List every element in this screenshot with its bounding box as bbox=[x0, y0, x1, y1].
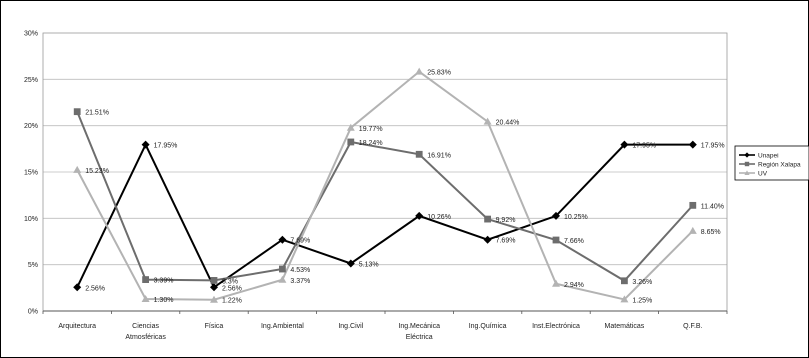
data-label: 20.44% bbox=[496, 120, 520, 127]
legend-label: UV bbox=[758, 170, 768, 177]
y-tick-label: 30% bbox=[24, 31, 38, 38]
series-marker bbox=[279, 265, 286, 273]
series-marker bbox=[347, 138, 355, 146]
data-label: 5.13% bbox=[359, 261, 379, 268]
x-category-label: Ing.Ambiental bbox=[261, 323, 304, 330]
series-marker bbox=[415, 150, 423, 158]
data-label: 2.94% bbox=[564, 282, 584, 289]
legend-label: Unapei bbox=[758, 152, 779, 159]
data-label: 11.40% bbox=[701, 203, 724, 210]
series-marker bbox=[73, 108, 81, 116]
series-marker bbox=[210, 283, 218, 292]
y-tick-label: 5% bbox=[28, 262, 38, 269]
x-category-label: Inst.Electrónica bbox=[532, 323, 580, 330]
series-marker bbox=[346, 259, 355, 268]
data-labels: 2.56% 17.95% 2.56% 7.69% 5.13% 10.26% 7.69% 10.… bbox=[85, 70, 724, 305]
series-marker bbox=[210, 277, 218, 284]
y-tick-label: 10% bbox=[24, 216, 38, 223]
data-label: 4.53% bbox=[290, 267, 310, 274]
data-label: 3.26% bbox=[632, 279, 652, 286]
series-marker bbox=[621, 277, 628, 285]
y-tick-label: 15% bbox=[24, 170, 38, 177]
series-marker bbox=[141, 140, 150, 149]
series-marker bbox=[552, 279, 560, 287]
data-label: 17.95% bbox=[701, 143, 725, 150]
x-category-label: Ing.Química bbox=[469, 323, 507, 330]
x-category-label: Atmosféricas bbox=[125, 334, 166, 341]
x-category-label: Ciencias bbox=[132, 323, 159, 330]
data-label: 1.22% bbox=[222, 298, 242, 305]
axes: 0% 5% 10% 15% 20% 25% 30% Arquitectura Ciencias A… bbox=[24, 31, 728, 341]
series-line-1 bbox=[76, 111, 694, 283]
series-marker bbox=[744, 152, 750, 158]
grid-lines bbox=[43, 78, 727, 266]
series-marker bbox=[415, 67, 424, 75]
series-marker bbox=[142, 276, 149, 283]
series-marker bbox=[278, 275, 287, 283]
series-marker bbox=[620, 140, 629, 149]
data-label: 1.25% bbox=[632, 297, 652, 304]
series-marker bbox=[744, 161, 750, 167]
data-label: 3.39% bbox=[154, 278, 174, 285]
series-marker bbox=[346, 123, 355, 131]
data-label: 17.95% bbox=[632, 143, 656, 150]
series-marker bbox=[689, 201, 697, 209]
data-label: 25.83% bbox=[427, 70, 451, 77]
series-marker bbox=[688, 140, 697, 149]
legend: Unapei Región Xalapa UV bbox=[734, 145, 809, 181]
data-label: 3.37% bbox=[290, 278, 310, 285]
x-category-label: Arquitectura bbox=[58, 323, 96, 330]
series-marker bbox=[483, 235, 492, 244]
data-label: 21.51% bbox=[85, 110, 109, 117]
data-label: 19.77% bbox=[359, 126, 383, 133]
data-label: 3.3% bbox=[222, 278, 238, 285]
series-marker bbox=[278, 235, 287, 244]
data-label: 15.23% bbox=[85, 168, 109, 175]
series-marker bbox=[620, 295, 629, 303]
x-category-label: Física bbox=[205, 323, 224, 330]
series-marker bbox=[484, 215, 491, 223]
series-line-2 bbox=[76, 70, 694, 301]
series-marker bbox=[73, 165, 82, 173]
series-markers bbox=[73, 67, 697, 303]
x-category-label: Ing.Mecánica bbox=[398, 323, 440, 330]
data-label: 10.26% bbox=[427, 214, 451, 221]
data-label: 2.56% bbox=[222, 285, 242, 292]
y-tick-label: 25% bbox=[24, 77, 38, 84]
x-category-label: Q.F.B. bbox=[683, 323, 703, 330]
x-category-label: Ing.Civil bbox=[338, 323, 363, 330]
data-label: 7.69% bbox=[496, 238, 516, 245]
series-marker bbox=[483, 117, 492, 125]
series-marker bbox=[415, 211, 424, 220]
series-marker bbox=[688, 226, 697, 234]
series-marker bbox=[552, 211, 560, 220]
data-label: 17.95% bbox=[154, 143, 178, 150]
series-marker bbox=[73, 283, 82, 292]
data-label: 18.24% bbox=[359, 140, 383, 147]
data-label: 16.91% bbox=[427, 152, 451, 159]
data-label: 10.25% bbox=[564, 214, 588, 221]
data-label: 7.66% bbox=[564, 238, 584, 245]
x-category-label: Eléctrica bbox=[406, 334, 433, 341]
series-line-0 bbox=[76, 142, 693, 289]
y-tick-label: 20% bbox=[24, 123, 38, 130]
data-label: 2.56% bbox=[85, 285, 105, 292]
series-lines bbox=[76, 70, 694, 301]
data-label: 7.69% bbox=[290, 238, 310, 245]
data-label: 9.92% bbox=[496, 217, 516, 224]
series-marker bbox=[210, 295, 218, 303]
series-marker bbox=[141, 294, 150, 302]
legend-label: Región Xalapa bbox=[758, 161, 801, 168]
data-label: 1.30% bbox=[154, 297, 174, 304]
x-category-label: Matemáticas bbox=[605, 323, 645, 330]
data-label: 8.65% bbox=[701, 229, 721, 236]
series-marker bbox=[552, 236, 560, 244]
y-tick-label: 0% bbox=[28, 309, 38, 316]
series-marker bbox=[744, 170, 750, 175]
